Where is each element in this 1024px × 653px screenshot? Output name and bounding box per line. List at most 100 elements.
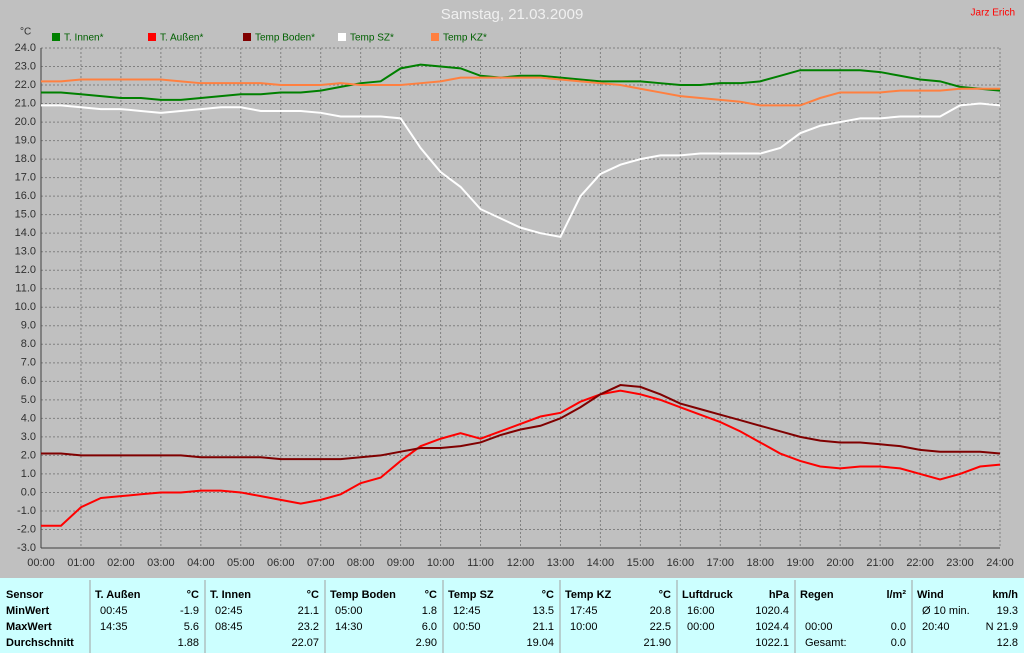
y-tick-label: 19.0 xyxy=(15,134,36,146)
table-background xyxy=(0,578,1024,653)
y-axis-label: °C xyxy=(20,27,31,38)
y-tick-label: 3.0 xyxy=(21,431,36,443)
cell-value: 1.8 xyxy=(422,605,437,617)
legend-label: Temp SZ* xyxy=(350,33,394,44)
x-tick-label: 18:00 xyxy=(746,557,774,569)
cell-value: 19.3 xyxy=(997,605,1018,617)
column-header: Temp SZ xyxy=(448,589,494,601)
column-header: Wind xyxy=(917,589,944,601)
cell-value: 19.04 xyxy=(526,637,554,649)
x-tick-label: 01:00 xyxy=(67,557,95,569)
column-unit: km/h xyxy=(992,589,1018,601)
cell-value: 20.8 xyxy=(650,605,671,617)
legend-swatch xyxy=(52,33,60,41)
column-unit: l/m² xyxy=(886,589,906,601)
series-line xyxy=(41,384,1001,461)
column-unit: °C xyxy=(187,589,199,601)
cell-label: 14:35 xyxy=(100,621,128,633)
y-tick-label: 2.0 xyxy=(21,449,36,461)
y-tick-label: 24.0 xyxy=(15,42,36,54)
cell-label: 00:00 xyxy=(805,621,833,633)
y-tick-label: 5.0 xyxy=(21,394,36,406)
cell-label: 16:00 xyxy=(687,605,715,617)
y-tick-label: 21.0 xyxy=(15,97,36,109)
x-tick-label: 22:00 xyxy=(906,557,934,569)
cell-value: 1.88 xyxy=(178,637,199,649)
x-tick-label: 13:00 xyxy=(547,557,575,569)
cell-label: 00:00 xyxy=(687,621,715,633)
column-unit: °C xyxy=(425,589,437,601)
x-tick-label: 12:00 xyxy=(507,557,535,569)
stats-table: Sensor MinWert MaxWert Durchschnitt T. Außen… xyxy=(6,580,1018,653)
series-line xyxy=(41,76,1000,107)
legend-swatch xyxy=(243,33,251,41)
chart-title: Samstag, 21.03.2009 xyxy=(441,6,584,23)
cell-value: N 21.9 xyxy=(986,621,1018,633)
cell-label: 10:00 xyxy=(570,621,598,633)
cell-label: 00:50 xyxy=(453,621,481,633)
cell-value: 22.5 xyxy=(650,621,671,633)
y-tick-label: 8.0 xyxy=(21,338,36,350)
x-tick-label: 11:00 xyxy=(467,557,494,569)
x-tick-label: 21:00 xyxy=(866,557,894,569)
y-tick-label: 4.0 xyxy=(21,412,36,424)
column-header: Regen xyxy=(800,589,834,601)
y-tick-label: 22.0 xyxy=(15,79,36,91)
cell-label: Ø 10 min. xyxy=(922,605,970,617)
cell-value: 6.0 xyxy=(422,621,437,633)
y-tick-label: 0.0 xyxy=(21,486,36,498)
y-tick-label: 11.0 xyxy=(15,283,36,295)
cell-label: 12:45 xyxy=(453,605,481,617)
y-tick-label: 15.0 xyxy=(15,209,36,221)
cell-label: 00:45 xyxy=(100,605,128,617)
y-tick-label: 7.0 xyxy=(21,357,36,369)
x-tick-label: 23:00 xyxy=(946,557,974,569)
column-header: Temp KZ xyxy=(565,589,612,601)
x-tick-label: 08:00 xyxy=(347,557,375,569)
cell-value: 5.6 xyxy=(184,621,199,633)
y-tick-label: -2.0 xyxy=(17,523,36,535)
cell-value: 1024.4 xyxy=(755,621,789,633)
y-tick-label: 13.0 xyxy=(15,246,36,258)
y-tick-label: 18.0 xyxy=(15,153,36,165)
column-header: T. Außen xyxy=(95,589,141,601)
legend-label: T. Innen* xyxy=(64,33,104,44)
x-tick-label: 14:00 xyxy=(587,557,615,569)
y-tick-label: 23.0 xyxy=(15,60,36,72)
cell-label: 02:45 xyxy=(215,605,243,617)
x-tick-label: 05:00 xyxy=(227,557,255,569)
series-line xyxy=(41,63,1001,101)
x-tick-label: 15:00 xyxy=(627,557,655,569)
row-label: Sensor xyxy=(6,589,44,601)
y-tick-label: 12.0 xyxy=(15,264,36,276)
y-tick-label: 16.0 xyxy=(15,190,36,202)
x-tick-label: 17:00 xyxy=(707,557,735,569)
x-tick-label: 10:00 xyxy=(427,557,455,569)
cell-value: -1.9 xyxy=(180,605,199,617)
cell-value: 22.07 xyxy=(291,637,319,649)
x-tick-label: 02:00 xyxy=(107,557,135,569)
cell-value: 2.90 xyxy=(416,637,437,649)
column-unit: °C xyxy=(307,589,319,601)
cell-value: 21.1 xyxy=(298,605,319,617)
cell-label: 08:45 xyxy=(215,621,243,633)
y-tick-label: 6.0 xyxy=(21,375,36,387)
legend-swatch xyxy=(431,33,439,41)
x-tick-label: 19:00 xyxy=(786,557,814,569)
x-tick-label: 20:00 xyxy=(826,557,854,569)
y-tick-label: 20.0 xyxy=(15,116,36,128)
cell-value: 13.5 xyxy=(533,605,554,617)
y-tick-label: 1.0 xyxy=(21,468,36,480)
legend-swatch xyxy=(338,33,346,41)
x-tick-label: 04:00 xyxy=(187,557,215,569)
y-tick-label: 17.0 xyxy=(15,172,36,184)
row-label: MinWert xyxy=(6,605,50,617)
x-tick-label: 03:00 xyxy=(147,557,175,569)
cell-label: 14:30 xyxy=(335,621,363,633)
cell-label: 17:45 xyxy=(570,605,598,617)
cell-label: 05:00 xyxy=(335,605,363,617)
cell-value: 1022.1 xyxy=(755,637,789,649)
